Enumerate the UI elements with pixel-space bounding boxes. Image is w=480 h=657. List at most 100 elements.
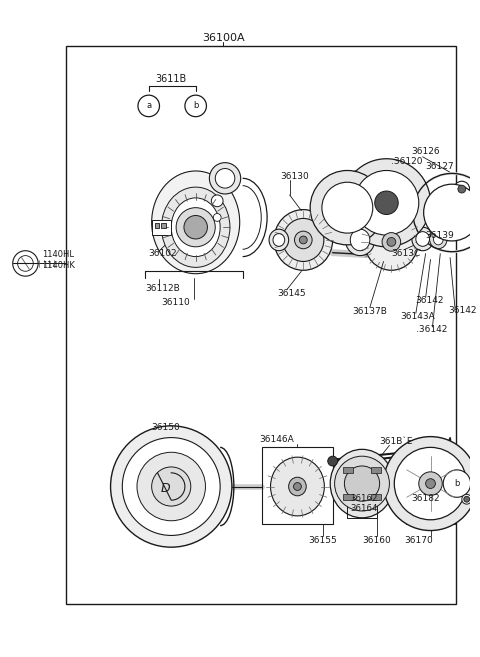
Circle shape — [213, 214, 221, 221]
Ellipse shape — [337, 458, 386, 510]
Ellipse shape — [382, 233, 401, 251]
Text: 36142: 36142 — [448, 306, 477, 315]
Text: 36126: 36126 — [411, 147, 440, 156]
Text: 1140HK: 1140HK — [42, 261, 75, 270]
Bar — [343, 467, 353, 472]
Ellipse shape — [416, 232, 430, 246]
Circle shape — [342, 159, 431, 247]
Text: 36160: 36160 — [362, 536, 391, 545]
Text: 36110: 36110 — [162, 298, 191, 307]
Text: 36146A: 36146A — [260, 435, 294, 444]
Text: 36127: 36127 — [426, 162, 454, 171]
Ellipse shape — [300, 236, 307, 244]
Bar — [66, 46, 456, 604]
Text: 36170: 36170 — [404, 536, 433, 545]
Text: b: b — [454, 479, 460, 488]
Bar — [371, 467, 381, 472]
Ellipse shape — [412, 227, 433, 251]
Ellipse shape — [273, 234, 285, 246]
Text: 36142: 36142 — [415, 296, 444, 305]
Text: 36102: 36102 — [149, 249, 177, 258]
Text: 36162: 36162 — [350, 494, 378, 503]
Text: .36120: .36120 — [391, 157, 423, 166]
Text: .36142: .36142 — [416, 325, 447, 334]
Circle shape — [110, 426, 232, 547]
Ellipse shape — [274, 210, 333, 270]
Circle shape — [443, 470, 470, 497]
Text: 36139: 36139 — [426, 231, 455, 240]
Bar — [406, 496, 455, 524]
Circle shape — [345, 466, 380, 501]
Circle shape — [211, 195, 223, 207]
Ellipse shape — [161, 187, 230, 267]
Circle shape — [375, 191, 398, 215]
Circle shape — [184, 215, 207, 239]
Ellipse shape — [346, 224, 375, 256]
Ellipse shape — [295, 231, 312, 249]
Text: 36182: 36182 — [411, 494, 440, 503]
Circle shape — [458, 185, 466, 193]
Bar — [161, 223, 167, 228]
Text: 36130: 36130 — [280, 172, 309, 181]
Text: 36164: 36164 — [350, 503, 378, 512]
Circle shape — [335, 456, 389, 511]
Ellipse shape — [433, 233, 443, 245]
Circle shape — [394, 447, 467, 520]
Circle shape — [328, 456, 337, 466]
Circle shape — [12, 251, 38, 276]
Text: 3611B: 3611B — [156, 74, 187, 83]
Ellipse shape — [283, 218, 324, 261]
Circle shape — [122, 438, 220, 535]
Circle shape — [454, 181, 469, 197]
Circle shape — [354, 170, 419, 235]
Text: D: D — [160, 482, 170, 495]
Circle shape — [215, 169, 235, 188]
Text: b: b — [193, 101, 198, 110]
Text: 36155: 36155 — [308, 536, 337, 545]
Ellipse shape — [356, 173, 403, 222]
Bar — [152, 220, 171, 235]
Circle shape — [424, 184, 480, 241]
Bar — [262, 447, 333, 524]
Ellipse shape — [288, 477, 306, 496]
Ellipse shape — [271, 457, 324, 516]
Circle shape — [176, 208, 215, 247]
Circle shape — [464, 496, 469, 502]
Text: 36112B: 36112B — [145, 284, 180, 294]
Circle shape — [384, 437, 478, 531]
Ellipse shape — [330, 449, 394, 518]
Ellipse shape — [171, 198, 220, 257]
Bar — [155, 223, 159, 228]
Circle shape — [152, 467, 191, 506]
Text: 36100A: 36100A — [202, 34, 244, 43]
Circle shape — [310, 170, 384, 245]
Circle shape — [419, 472, 442, 495]
Circle shape — [137, 452, 205, 521]
Ellipse shape — [269, 229, 288, 251]
Text: 36143A: 36143A — [400, 312, 435, 321]
Circle shape — [138, 95, 159, 117]
Text: 361B`E: 361B`E — [380, 437, 413, 446]
Circle shape — [185, 95, 206, 117]
Ellipse shape — [387, 238, 396, 246]
Circle shape — [426, 479, 435, 488]
Circle shape — [462, 494, 471, 504]
Bar — [343, 495, 353, 501]
Text: a: a — [146, 101, 151, 110]
Text: 36150: 36150 — [152, 423, 180, 432]
Ellipse shape — [152, 171, 240, 274]
Ellipse shape — [333, 171, 384, 225]
Ellipse shape — [364, 214, 418, 270]
Ellipse shape — [350, 229, 370, 251]
Ellipse shape — [430, 229, 447, 249]
Text: 36145: 36145 — [277, 289, 305, 298]
Circle shape — [18, 256, 33, 271]
Text: 36137B: 36137B — [352, 307, 387, 316]
Text: 3613C: 3613C — [391, 249, 420, 258]
Ellipse shape — [294, 483, 301, 490]
Bar — [371, 495, 381, 501]
Ellipse shape — [338, 177, 378, 218]
Bar — [348, 496, 377, 518]
Circle shape — [209, 163, 240, 194]
Text: 1140HL: 1140HL — [42, 250, 74, 259]
